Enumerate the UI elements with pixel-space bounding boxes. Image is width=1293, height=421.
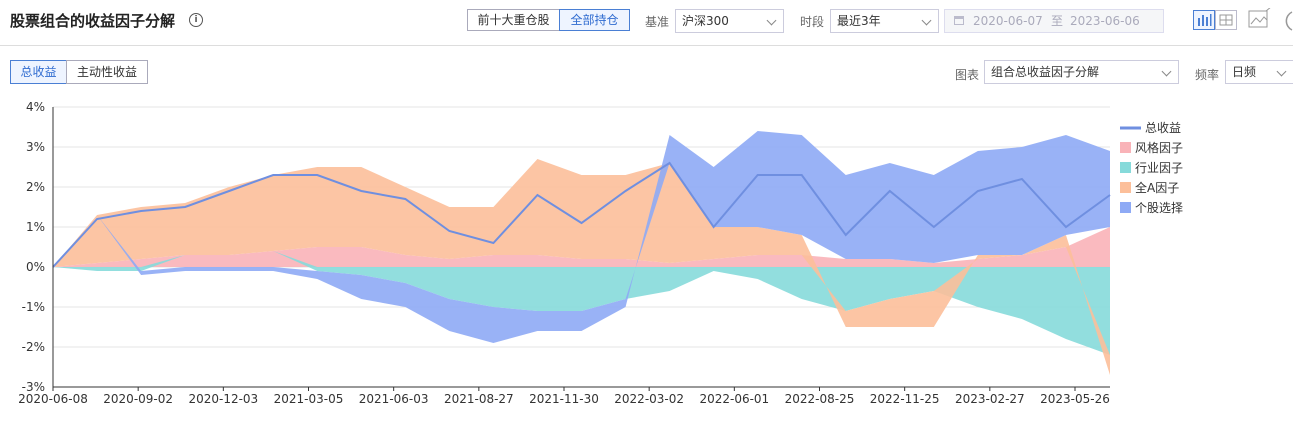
x-tick-label: 2023-02-27 bbox=[955, 392, 1025, 406]
x-tick-label: 2022-11-25 bbox=[870, 392, 940, 406]
benchmark-select[interactable]: 沪深300 bbox=[675, 9, 784, 33]
benchmark-label: 基准 bbox=[645, 15, 670, 29]
x-tick-label: 2020-12-03 bbox=[188, 392, 258, 406]
tab-all-holdings[interactable]: 全部持仓 bbox=[559, 9, 630, 31]
chart-type-label: 图表 bbox=[955, 68, 980, 82]
page-title: 股票组合的收益因子分解 bbox=[10, 12, 176, 30]
legend-swatch bbox=[1120, 162, 1131, 173]
x-tick-label: 2020-06-08 bbox=[18, 392, 88, 406]
y-tick-label: -2% bbox=[22, 340, 45, 354]
legend-label: 风格因子 bbox=[1135, 140, 1183, 155]
legend-swatch bbox=[1120, 202, 1131, 213]
frequency-value: 日频 bbox=[1232, 65, 1257, 79]
tab-active-return[interactable]: 主动性收益 bbox=[66, 60, 148, 84]
y-tick-label: -3% bbox=[22, 380, 45, 394]
x-tick-label: 2021-11-30 bbox=[529, 392, 599, 406]
period-value: 最近3年 bbox=[837, 14, 881, 28]
area-个股选择 bbox=[53, 131, 1110, 343]
legend-swatch bbox=[1120, 182, 1131, 193]
y-tick-label: 0% bbox=[26, 260, 45, 274]
legend-label: 行业因子 bbox=[1135, 161, 1183, 175]
x-tick-label: 2021-06-03 bbox=[359, 392, 429, 406]
area-风格因子 bbox=[53, 227, 1110, 267]
period-label: 时段 bbox=[800, 15, 825, 29]
line-总收益 bbox=[52, 161, 1111, 268]
area-行业因子 bbox=[53, 251, 1110, 355]
x-tick-label: 2022-03-02 bbox=[614, 392, 684, 406]
date-separator: 至 bbox=[1051, 14, 1064, 28]
legend-label: 全A因子 bbox=[1135, 180, 1179, 195]
bar-chart-view-icon[interactable] bbox=[1193, 10, 1215, 30]
chart-type-value: 组合总收益因子分解 bbox=[991, 65, 1100, 79]
benchmark-value: 沪深300 bbox=[682, 14, 729, 28]
header-divider bbox=[0, 45, 1293, 46]
frequency-label: 频率 bbox=[1195, 68, 1220, 82]
image-export-icon[interactable] bbox=[1247, 8, 1273, 32]
x-tick-label: 2021-08-27 bbox=[444, 392, 514, 406]
period-select[interactable]: 最近3年 bbox=[830, 9, 939, 33]
y-tick-label: 1% bbox=[26, 220, 45, 234]
x-tick-label: 2021-03-05 bbox=[274, 392, 344, 406]
date-from: 2020-06-07 bbox=[973, 14, 1043, 28]
y-tick-label: 3% bbox=[26, 140, 45, 154]
table-view-icon[interactable] bbox=[1215, 10, 1237, 30]
legend-swatch bbox=[1120, 142, 1131, 153]
date-range-input[interactable]: 2020-06-07 至 2023-06-06 bbox=[944, 9, 1164, 33]
calendar-icon bbox=[954, 16, 964, 25]
legend-label: 个股选择 bbox=[1135, 201, 1183, 215]
x-tick-label: 2023-05-26 bbox=[1040, 392, 1110, 406]
date-to: 2023-06-06 bbox=[1070, 14, 1140, 28]
y-tick-label: -1% bbox=[22, 300, 45, 314]
legend-label: 总收益 bbox=[1145, 121, 1181, 135]
x-tick-label: 2022-06-01 bbox=[699, 392, 769, 406]
y-tick-label: 2% bbox=[26, 180, 45, 194]
info-icon[interactable]: i bbox=[189, 13, 203, 27]
area-全A因子 bbox=[53, 159, 1110, 375]
frequency-select[interactable]: 日频 bbox=[1225, 60, 1293, 84]
y-tick-label: 4% bbox=[26, 100, 45, 114]
x-tick-label: 2022-08-25 bbox=[785, 392, 855, 406]
tab-total-return[interactable]: 总收益 bbox=[10, 60, 67, 84]
chart-type-select[interactable]: 组合总收益因子分解 bbox=[984, 60, 1179, 84]
x-tick-label: 2020-09-02 bbox=[103, 392, 173, 406]
refresh-icon[interactable] bbox=[1278, 8, 1293, 34]
